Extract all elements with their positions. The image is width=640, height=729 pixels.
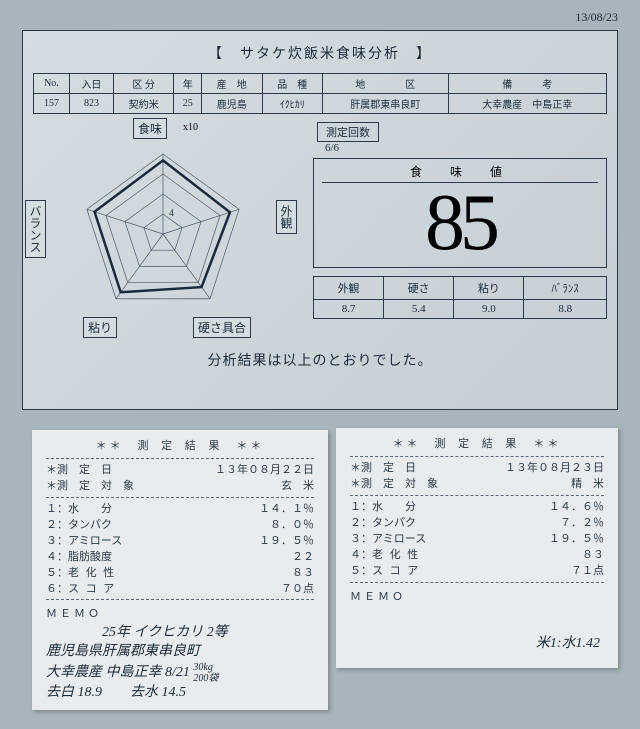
receipt2-memo-label: ＭＥＭＯ [350, 589, 604, 605]
analysis-sheet: 【 サタケ炊飯米食味分析 】 No.入日区 分年産 地品 種地 区備 考 157… [22, 30, 618, 410]
info-table: No.入日区 分年産 地品 種地 区備 考 157823契約米25鹿児島ｲｸﾋｶ… [33, 73, 607, 114]
receipt2-handwriting: 米1:水1.42 [536, 634, 600, 654]
info-value: 823 [69, 94, 113, 114]
svg-text:4: 4 [169, 208, 174, 219]
info-header: 入日 [69, 74, 113, 94]
receipt-row: ３：アミロース１９．５％ [46, 533, 314, 549]
top-date: 13/08/23 [575, 10, 618, 25]
info-value: 肝属郡東串良町 [322, 94, 448, 114]
receipt-row: ５：ス コ ア７１点 [350, 563, 604, 579]
receipt-row: ２：タンパク８．０％ [46, 517, 314, 533]
count-value: 6/6 [313, 142, 607, 154]
receipt-row: ４：脂肪酸度２２ [46, 549, 314, 565]
pentagon-label-bl: 粘り [83, 317, 117, 338]
info-value: 157 [34, 94, 70, 114]
info-header: No. [34, 74, 70, 94]
info-value: 25 [174, 94, 202, 114]
pentagon-label-right: 外観 [276, 200, 297, 234]
info-value: ｲｸﾋｶﾘ [262, 94, 322, 114]
receipt1-target: 玄 米 [281, 478, 314, 494]
sub-header: 硬さ [384, 277, 454, 300]
sheet-title: 【 サタケ炊飯米食味分析 】 [33, 43, 607, 63]
receipt2-target-label: ＊測 定 対 象 [350, 476, 438, 492]
result-message: 分析結果は以上のとおりでした。 [33, 350, 607, 370]
receipt2-date: １３年０８月２３日 [505, 460, 604, 476]
receipt-left: ＊＊ 測 定 結 果 ＊＊ ＊測 定 日 １３年０８月２２日 ＊測 定 対 象 玄 … [32, 430, 328, 710]
info-header: 品 種 [262, 74, 322, 94]
sub-value: 9.0 [454, 300, 524, 319]
sub-score-table: 外観硬さ粘りﾊﾞﾗﾝｽ 8.75.49.08.8 [313, 276, 607, 319]
receipt-row: ３：アミロース１９．５％ [350, 531, 604, 547]
receipt2-target: 精 米 [571, 476, 604, 492]
measure-count: 測定回数 6/6 [313, 122, 607, 154]
info-header: 年 [174, 74, 202, 94]
receipt1-date-label: ＊測 定 日 [46, 462, 112, 478]
score-value: 85 [322, 183, 598, 263]
info-value: 鹿児島 [202, 94, 262, 114]
sub-value: 5.4 [384, 300, 454, 319]
sub-value: 8.8 [524, 300, 607, 319]
receipt2-date-label: ＊測 定 日 [350, 460, 416, 476]
sub-header: ﾊﾞﾗﾝｽ [524, 277, 607, 300]
receipt-row: ２：タンパク７．２％ [350, 515, 604, 531]
receipt2-title: ＊＊ 測 定 結 果 ＊＊ [350, 436, 604, 452]
info-header: 区 分 [113, 74, 173, 94]
receipt1-target-label: ＊測 定 対 象 [46, 478, 134, 494]
info-value: 大幸農産 中島正幸 [448, 94, 606, 114]
sub-header: 粘り [454, 277, 524, 300]
info-header: 備 考 [448, 74, 606, 94]
pentagon-label-top: 食味 [133, 118, 167, 139]
pentagon-chart: 食味 x10 外観 バランス 粘り 硬さ具合 4 [33, 122, 293, 332]
receipt-row: １：水 分１４．６％ [350, 499, 604, 515]
receipt1-title: ＊＊ 測 定 結 果 ＊＊ [46, 438, 314, 454]
receipt-row: ６：ス コ ア７０点 [46, 581, 314, 597]
receipt1-date: １３年０８月２２日 [215, 462, 314, 478]
receipt-row: ４：老 化 性８３ [350, 547, 604, 563]
receipt1-memo-label: ＭＥＭＯ [46, 606, 314, 622]
pentagon-label-left: バランス [25, 200, 46, 258]
sub-header: 外観 [314, 277, 384, 300]
info-header: 地 区 [322, 74, 448, 94]
sub-value: 8.7 [314, 300, 384, 319]
receipt-row: ５：老 化 性８３ [46, 565, 314, 581]
pentagon-label-br: 硬さ具合 [193, 317, 251, 338]
receipt-row: １：水 分１４．１％ [46, 501, 314, 517]
receipt-right: ＊＊ 測 定 結 果 ＊＊ ＊測 定 日 １３年０８月２３日 ＊測 定 対 象 精 … [336, 428, 618, 668]
info-value: 契約米 [113, 94, 173, 114]
taste-score-box: 食 味 値 85 [313, 158, 607, 268]
pentagon-scale: x10 [183, 122, 198, 133]
info-header: 産 地 [202, 74, 262, 94]
count-label: 測定回数 [317, 122, 379, 142]
receipt1-handwriting: 25年 イクヒカリ 2等鹿児島県肝属郡東串良町大幸農産 中島正幸 8/21 30… [46, 624, 314, 703]
